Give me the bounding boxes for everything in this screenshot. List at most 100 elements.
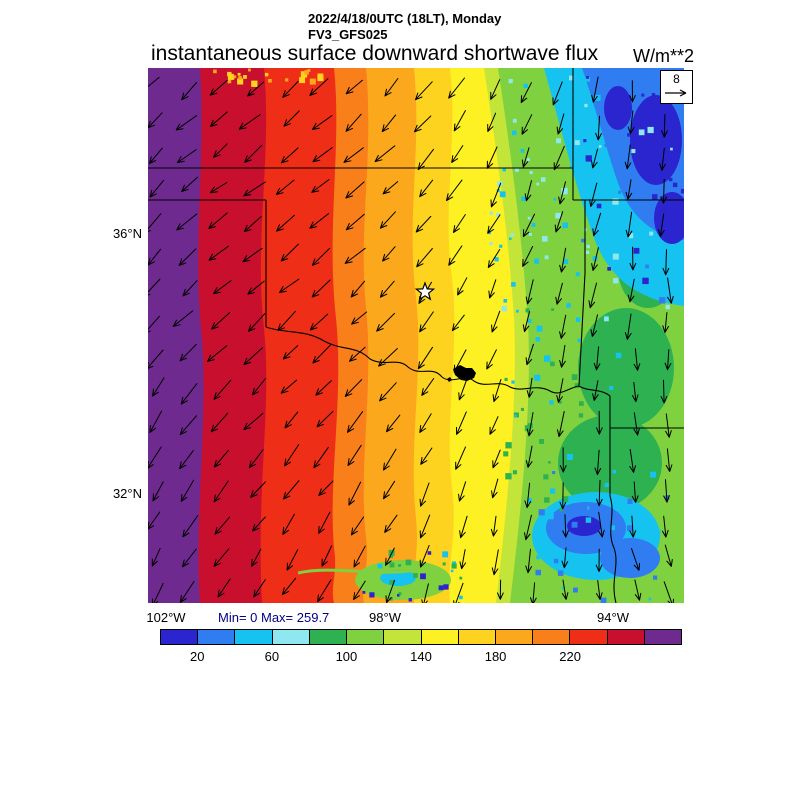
speckle: [678, 104, 682, 108]
speckle: [285, 78, 289, 82]
speckle: [585, 493, 592, 500]
speckle: [509, 237, 512, 241]
speckle: [523, 83, 528, 89]
speckle: [553, 558, 559, 564]
colorbar-tick-label: 180: [484, 649, 507, 664]
speckle: [556, 138, 561, 144]
speckle: [529, 171, 533, 175]
speckle: [650, 471, 656, 478]
speckle: [551, 308, 554, 311]
speckle: [513, 414, 517, 418]
speckle: [389, 597, 393, 601]
speckle: [627, 525, 633, 531]
speckle: [541, 548, 548, 555]
speckle: [400, 582, 403, 586]
speckle: [612, 453, 615, 457]
speckle: [617, 571, 622, 575]
wind-reference-value: 8: [673, 72, 680, 86]
colorbar-segment: [421, 630, 459, 644]
speckle: [571, 521, 578, 528]
speckle: [665, 304, 670, 310]
speckle: [389, 554, 393, 559]
speckle: [550, 548, 556, 553]
speckle: [586, 76, 589, 79]
speckle: [377, 563, 383, 569]
speckle: [238, 76, 242, 80]
speckle: [665, 495, 670, 500]
speckle: [304, 70, 309, 75]
map-plot: [148, 68, 684, 603]
speckle: [563, 259, 569, 265]
colorbar-tick-label: 140: [410, 649, 432, 664]
speckle: [574, 383, 580, 389]
speckle: [649, 231, 654, 236]
speckle: [512, 118, 517, 123]
speckle: [555, 212, 561, 219]
speckle: [610, 525, 615, 531]
speckle: [612, 198, 619, 205]
colorbar-segment: [309, 630, 348, 644]
colorbar-tick-label: 220: [559, 649, 581, 664]
speckle: [553, 197, 557, 201]
speckle: [520, 407, 524, 411]
speckle: [405, 559, 412, 566]
speckle: [670, 147, 673, 151]
speckle: [676, 216, 682, 223]
speckle: [496, 213, 500, 217]
colorbar-segment: [607, 630, 645, 644]
speckle: [575, 317, 581, 322]
model-label: FV3_GFS025: [308, 27, 388, 42]
colorbar-tick-label: 100: [335, 649, 358, 664]
speckle: [526, 158, 530, 162]
units-label: W/m**2: [632, 46, 694, 66]
contour-blob-dark-blue-south: [567, 516, 601, 536]
speckle: [489, 242, 493, 246]
speckle: [612, 253, 619, 260]
speckle: [527, 216, 531, 220]
speckle: [584, 103, 588, 108]
state-borders: [148, 68, 684, 603]
speckle: [534, 258, 540, 264]
speckle: [227, 71, 232, 77]
speckle: [647, 126, 654, 134]
lat-tick-32n: 32°N: [112, 486, 142, 501]
speckle: [651, 93, 656, 97]
speckle: [536, 555, 541, 560]
speckle: [552, 90, 556, 94]
lon-tick-98w: 98°W: [369, 610, 401, 625]
speckle: [527, 423, 533, 429]
colorbar-segment: [495, 630, 534, 644]
lat-tick-36n: 36°N: [112, 226, 142, 241]
contour-streak-green: [297, 568, 417, 575]
speckle: [550, 488, 556, 494]
speckle: [542, 236, 548, 242]
speckle: [512, 470, 517, 475]
speckle: [233, 75, 237, 78]
speckle: [549, 400, 554, 405]
speckle: [443, 584, 449, 590]
speckle: [594, 94, 601, 101]
colorbar-segment: [384, 630, 422, 644]
speckle: [451, 563, 457, 569]
speckle: [499, 244, 503, 248]
colorbar-tick-label: 20: [190, 649, 205, 664]
speckle: [575, 272, 580, 277]
speckle: [641, 93, 645, 97]
speckle: [587, 506, 591, 510]
contour-blob-blue-south: [600, 538, 660, 578]
colorbar-segment: [458, 630, 496, 644]
speckle: [511, 282, 516, 287]
speckle: [534, 374, 541, 381]
speckle: [582, 455, 588, 461]
speckle: [488, 231, 491, 235]
speckle: [631, 149, 636, 154]
speckle: [571, 374, 578, 380]
speckle: [595, 541, 601, 548]
speckle: [561, 586, 565, 590]
speckle: [588, 513, 593, 517]
speckle: [613, 278, 619, 284]
speckle: [585, 77, 590, 82]
speckle: [566, 303, 571, 308]
speckle: [536, 325, 543, 332]
